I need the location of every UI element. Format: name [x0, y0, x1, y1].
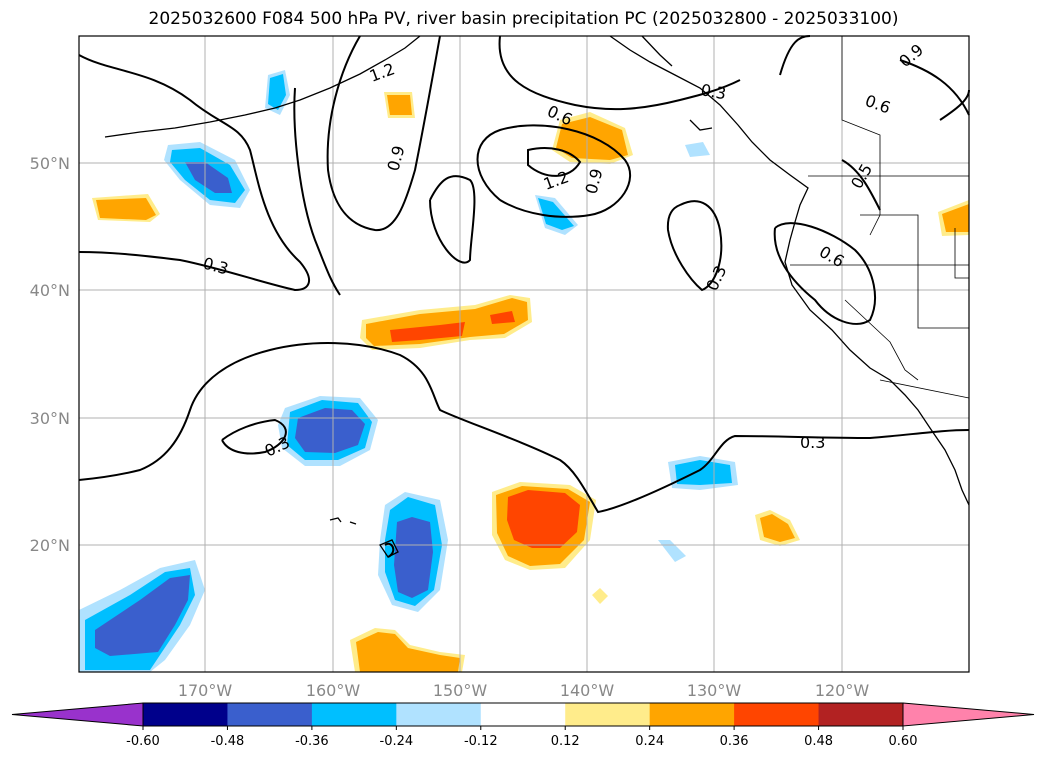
- latitude-labels: 50°N 40°N 30°N 20°N: [30, 154, 70, 555]
- lat-label-20n: 20°N: [30, 536, 70, 555]
- colorbar-bin: [649, 703, 735, 726]
- colorbar-bin: [227, 703, 313, 726]
- colorbar-bin: [565, 703, 651, 726]
- colorbar-extension-low: [11, 702, 144, 727]
- colorbar-tick-label: -0.36: [295, 734, 329, 749]
- lon-label-160w: 160°W: [306, 681, 361, 700]
- colorbar-bin: [143, 703, 228, 726]
- colorbar-extension-high: [902, 702, 1035, 727]
- colorbar-bin: [734, 703, 820, 726]
- colorbar-tick-label: 0.24: [635, 734, 664, 749]
- map-title: 2025032600 F084 500 hPa PV, river basin …: [148, 9, 899, 29]
- colorbar-bin: [480, 703, 566, 726]
- strong-negative-core: [95, 162, 433, 656]
- lat-label-40n: 40°N: [30, 281, 70, 300]
- map-frame: [78, 35, 970, 673]
- colorbar-tick-label: -0.12: [464, 734, 498, 749]
- lat-label-30n: 30°N: [30, 409, 70, 428]
- colorbar-tick-label: 0.12: [551, 734, 580, 749]
- colorbar-frame: [142, 702, 904, 727]
- lon-label-120w: 120°W: [815, 681, 870, 700]
- lat-lon-grid: [79, 36, 969, 672]
- colorbar-bin: [396, 703, 482, 726]
- lat-label-50n: 50°N: [30, 154, 70, 173]
- contour-label: 0.3: [699, 80, 727, 103]
- lon-label-130w: 130°W: [687, 681, 742, 700]
- colorbar-tick-label: -0.60: [126, 734, 160, 749]
- colorbar-bin: [311, 703, 397, 726]
- colorbar-tick-label: -0.48: [211, 734, 245, 749]
- colorbar-tick-label: 0.60: [889, 734, 918, 749]
- coastlines: [104, 35, 970, 558]
- lon-label-140w: 140°W: [560, 681, 615, 700]
- colorbar: -0.60 -0.48 -0.36 -0.24 -0.12 0.12 0.24 0.36 0.4…: [11, 702, 1035, 749]
- map-panel: 1.2 0.9 0.6 1.2 0.9 0.3 0.9 0.6 0.5 0.6 …: [78, 35, 970, 673]
- lon-label-170w: 170°W: [178, 681, 233, 700]
- colorbar-tick-label: 0.36: [720, 734, 749, 749]
- colorbar-bin: [818, 703, 904, 726]
- longitude-labels: 170°W 160°W 150°W 140°W 130°W 120°W: [178, 681, 870, 700]
- colorbar-tick-label: -0.24: [380, 734, 414, 749]
- contour-label: 0.3: [800, 433, 825, 452]
- strong-positive-core: [390, 311, 580, 548]
- colorbar-tick-label: 0.48: [804, 734, 833, 749]
- lon-label-150w: 150°W: [433, 681, 488, 700]
- shaded-precip-fields: [79, 70, 969, 672]
